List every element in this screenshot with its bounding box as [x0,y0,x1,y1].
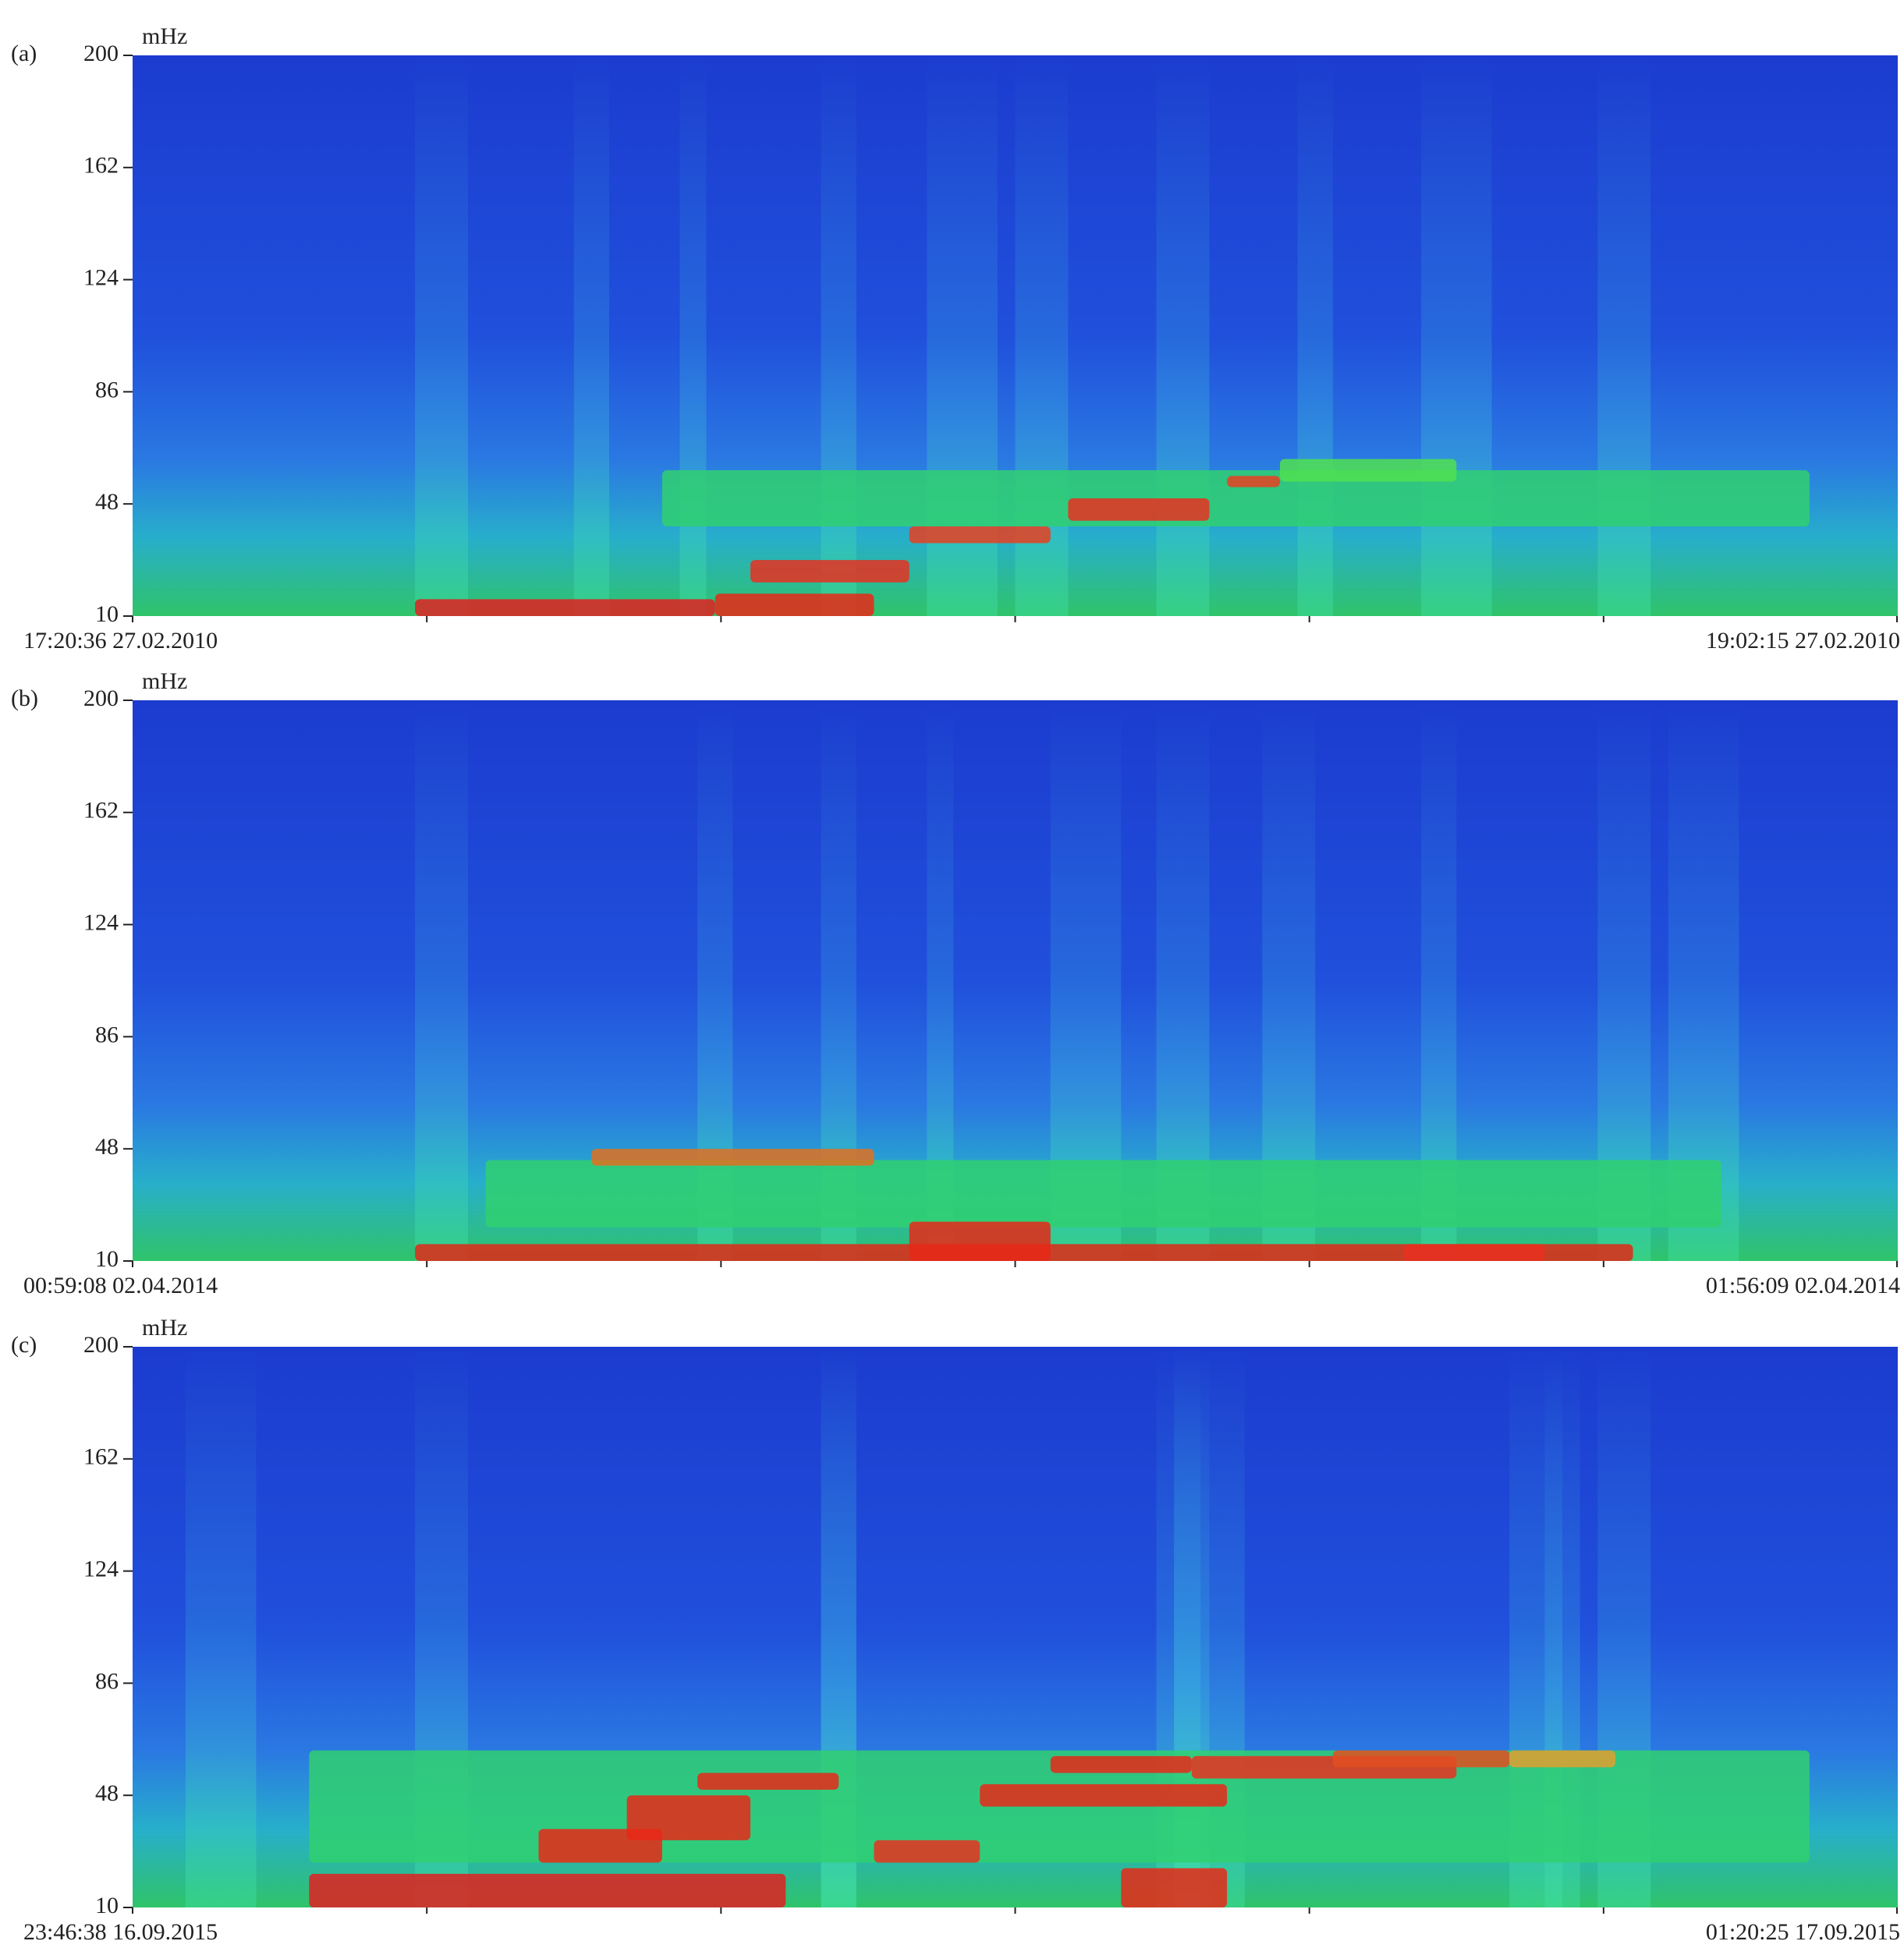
power-region [1509,1750,1615,1768]
power-region [750,560,909,583]
power-region [661,470,1810,526]
power-region [874,1840,980,1863]
y-tick-label: 48 [95,489,119,515]
power-region [415,599,715,616]
y-tick-label: 10 [95,1893,119,1918]
power-region [1050,1755,1192,1773]
power-region [1403,1244,1545,1261]
y-tick-label: 200 [83,685,119,711]
x-start-label: 00:59:08 02.04.2014 [23,1273,218,1298]
spectral-streak [415,700,468,1261]
spectral-streak [1156,55,1210,616]
power-region [1332,1750,1510,1768]
power-region [697,1773,839,1790]
y-unit: mHz [142,1315,187,1341]
power-region [1068,498,1210,521]
spectral-streak [415,55,468,616]
spectral-streak [1420,55,1492,616]
spectral-streak [821,55,856,616]
y-tick-label: 48 [95,1134,119,1160]
power-region [1227,476,1280,487]
panel-label: (a) [11,41,37,66]
power-region [485,1160,1721,1227]
power-region [980,1783,1228,1807]
panel-label: (b) [11,685,38,711]
y-tick-label: 86 [95,1668,119,1694]
y-tick-label: 200 [83,41,119,66]
y-tick-label: 124 [83,909,119,935]
y-tick-label: 124 [83,1556,119,1581]
panel-label: (c) [11,1332,37,1358]
x-start-label: 23:46:38 16.09.2015 [23,1919,218,1941]
y-tick-label: 10 [95,1246,119,1272]
power-region [909,526,1051,544]
spectral-streak [1597,55,1651,616]
y-tick-label: 162 [83,798,119,824]
y-tick-label: 200 [83,1332,119,1358]
x-end-label: 01:20:25 17.09.2015 [1706,1919,1900,1941]
spectral-streak [185,1347,257,1907]
y-tick-label: 162 [83,1444,119,1470]
power-region [714,593,874,616]
spectral-streak [1297,55,1333,616]
y-tick-label: 86 [95,377,119,402]
y-unit: mHz [142,668,187,694]
spectral-streak [573,55,610,616]
y-tick-label: 48 [95,1780,119,1806]
x-end-label: 19:02:15 27.02.2010 [1706,628,1900,653]
y-unit: mHz [142,23,187,49]
y-tick-label: 86 [95,1022,119,1047]
x-end-label: 01:56:09 02.04.2014 [1706,1273,1900,1298]
power-region [1121,1868,1228,1907]
y-tick-label: 10 [95,601,119,627]
spectral-streak [679,55,707,616]
y-tick-label: 162 [83,153,119,179]
power-region [909,1221,1051,1261]
power-region [1279,459,1457,482]
power-region [626,1795,751,1840]
y-tick-label: 124 [83,264,119,290]
power-region [591,1149,874,1166]
x-start-label: 17:20:36 27.02.2010 [23,628,218,653]
power-region [309,1873,786,1907]
